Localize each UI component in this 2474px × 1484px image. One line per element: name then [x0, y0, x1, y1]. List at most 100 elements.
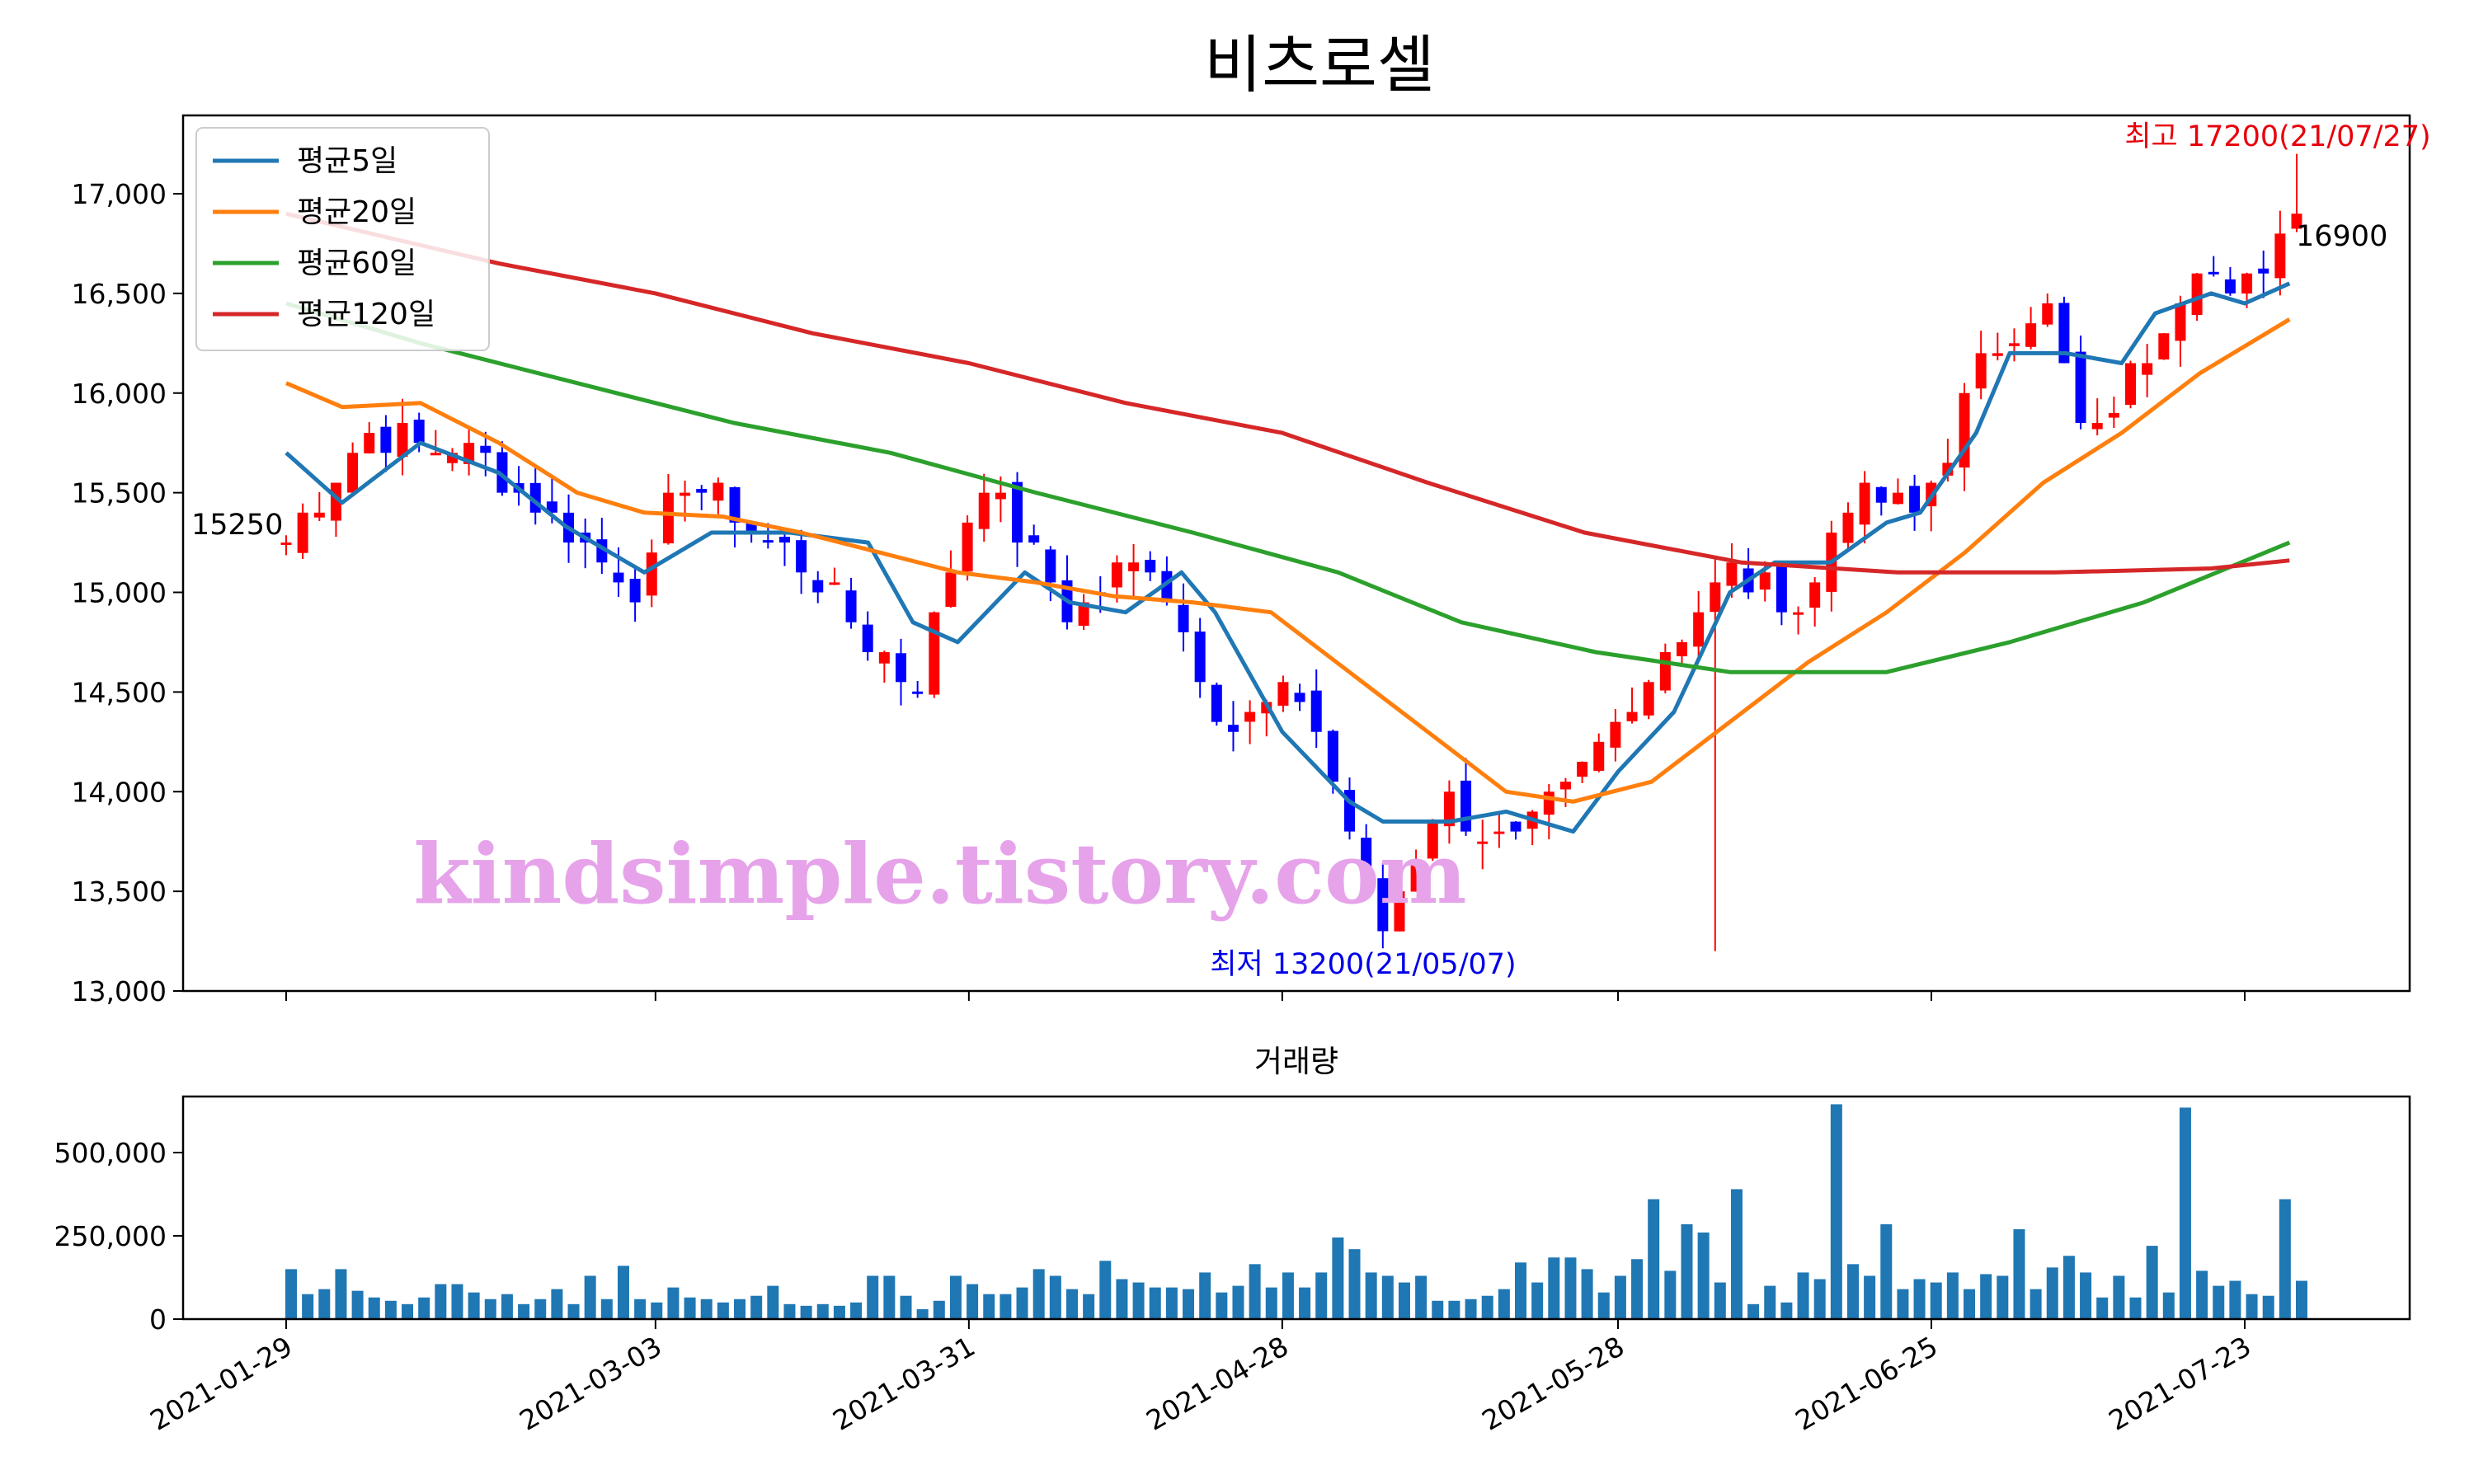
- volume-bar: [1564, 1257, 1577, 1319]
- price-ytick-label: 15,000: [72, 577, 167, 609]
- volume-bar: [534, 1298, 547, 1319]
- candle-body: [1028, 535, 1040, 543]
- candle-body: [1477, 841, 1489, 844]
- legend-box: [195, 127, 490, 351]
- candle-body: [778, 537, 790, 543]
- volume-bar: [750, 1295, 763, 1319]
- volume-bar: [867, 1275, 879, 1319]
- candle-body: [1909, 486, 1921, 513]
- volume-bar: [1515, 1262, 1527, 1319]
- candle-body: [1211, 684, 1222, 722]
- volume-bar: [651, 1302, 663, 1319]
- series-line-1f77b4: [285, 281, 2291, 834]
- volume-bar: [667, 1287, 680, 1319]
- candle-body: [2191, 273, 2203, 316]
- candle-body: [2058, 303, 2070, 364]
- candle-body: [2274, 233, 2286, 279]
- volume-bar: [335, 1269, 347, 1319]
- volume-bar: [1099, 1261, 1112, 1319]
- candle-body: [945, 572, 957, 608]
- volume-bar: [1315, 1272, 1328, 1319]
- candle-body: [995, 492, 1006, 500]
- candle-body: [729, 486, 741, 523]
- volume-bar: [833, 1305, 845, 1319]
- candle-body: [2241, 273, 2253, 294]
- candle-body: [2175, 303, 2186, 341]
- candle-body: [713, 482, 724, 501]
- volume-bar: [484, 1298, 496, 1319]
- volume-bar: [1183, 1289, 1195, 1319]
- volume-bar: [700, 1298, 713, 1319]
- candle-body: [1842, 512, 1854, 543]
- volume-bar: [634, 1298, 647, 1319]
- volume-bars: [285, 1104, 2307, 1319]
- candle-body: [1892, 492, 1903, 505]
- volume-bar: [2262, 1295, 2274, 1319]
- volume-xtick-label: 2021-03-03: [514, 1330, 667, 1437]
- candle-body: [2125, 363, 2137, 406]
- volume-bar: [1980, 1274, 1992, 1319]
- price-ytick-label: 13,500: [72, 876, 167, 908]
- candle-body: [1875, 486, 1887, 503]
- candle-body: [1493, 831, 1505, 834]
- candle-body: [397, 423, 408, 457]
- volume-bar: [1930, 1282, 1942, 1319]
- legend-label: 평균60일: [297, 247, 416, 280]
- volume-bar: [1581, 1269, 1593, 1319]
- start-price-label: 15250: [191, 509, 283, 542]
- volume-bar: [850, 1302, 863, 1319]
- volume-bar: [1216, 1292, 1228, 1319]
- candle-body: [1776, 563, 1787, 613]
- price-y-axis: 13,000 13,500 14,000 14,500 15,000 15,500 16,0…: [72, 178, 183, 1007]
- candle-body: [1361, 838, 1372, 871]
- volume-bar: [1481, 1295, 1493, 1319]
- candle-body: [912, 691, 924, 694]
- candle-body: [1294, 693, 1305, 702]
- volume-bar: [1116, 1279, 1128, 1319]
- price-x-ticks: [285, 991, 2246, 1001]
- candle-body: [2158, 333, 2170, 360]
- candle-body: [1626, 711, 1638, 721]
- candle-body: [1676, 641, 1687, 657]
- candle-body: [2108, 412, 2119, 418]
- volume-bar: [1913, 1279, 1926, 1319]
- volume-bar: [1132, 1282, 1145, 1319]
- candle-body: [380, 426, 392, 453]
- volume-bar: [1548, 1257, 1560, 1319]
- candle-body: [1244, 711, 1256, 722]
- volume-bar: [518, 1303, 530, 1319]
- volume-bar: [2062, 1256, 2075, 1319]
- candle-body: [2291, 214, 2302, 229]
- candle-body: [496, 452, 508, 493]
- candle-body: [2258, 268, 2269, 274]
- candle-body: [413, 419, 425, 444]
- candle-body: [646, 552, 657, 596]
- candle-body: [1012, 481, 1023, 543]
- volume-bar: [1531, 1282, 1544, 1319]
- volume-bar: [1597, 1292, 1610, 1319]
- volume-bar: [1398, 1282, 1410, 1319]
- volume-bar: [617, 1266, 629, 1319]
- chart-title: 비츠로셀: [1204, 28, 1435, 101]
- price-ytick-label: 13,000: [72, 975, 167, 1007]
- legend-label: 평균20일: [297, 195, 416, 229]
- high-price-label: 최고 17200(21/07/27): [2124, 120, 2430, 153]
- volume-bar: [384, 1300, 397, 1319]
- volume-bar: [767, 1285, 779, 1319]
- candle-body: [1460, 780, 1472, 832]
- volume-bar: [2013, 1228, 2025, 1319]
- candle-body: [2008, 343, 2020, 346]
- volume-bar: [1846, 1264, 1859, 1319]
- candle-body: [1078, 602, 1089, 627]
- volume-bar: [1764, 1285, 1776, 1319]
- volume-title: 거래량: [1254, 1044, 1338, 1079]
- candle-body: [1145, 560, 1156, 573]
- candle-body: [2025, 323, 2037, 347]
- candle-body: [546, 501, 557, 513]
- volume-ytick-label: 500,000: [54, 1137, 167, 1169]
- volume-bar: [468, 1292, 480, 1319]
- candle-body: [1277, 682, 1289, 706]
- volume-bar: [1016, 1287, 1028, 1319]
- volume-xtick-label: 2021-07-23: [2103, 1330, 2256, 1437]
